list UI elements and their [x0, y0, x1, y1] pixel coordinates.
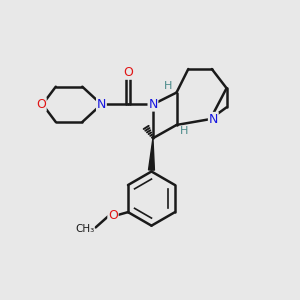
Text: H: H [164, 81, 172, 91]
Polygon shape [148, 138, 154, 170]
Text: H: H [180, 126, 188, 136]
Text: N: N [148, 98, 158, 111]
Text: O: O [123, 66, 133, 79]
Text: N: N [208, 112, 218, 126]
Text: O: O [108, 209, 118, 222]
Text: O: O [36, 98, 46, 111]
Text: CH₃: CH₃ [75, 224, 94, 234]
Text: N: N [97, 98, 106, 111]
